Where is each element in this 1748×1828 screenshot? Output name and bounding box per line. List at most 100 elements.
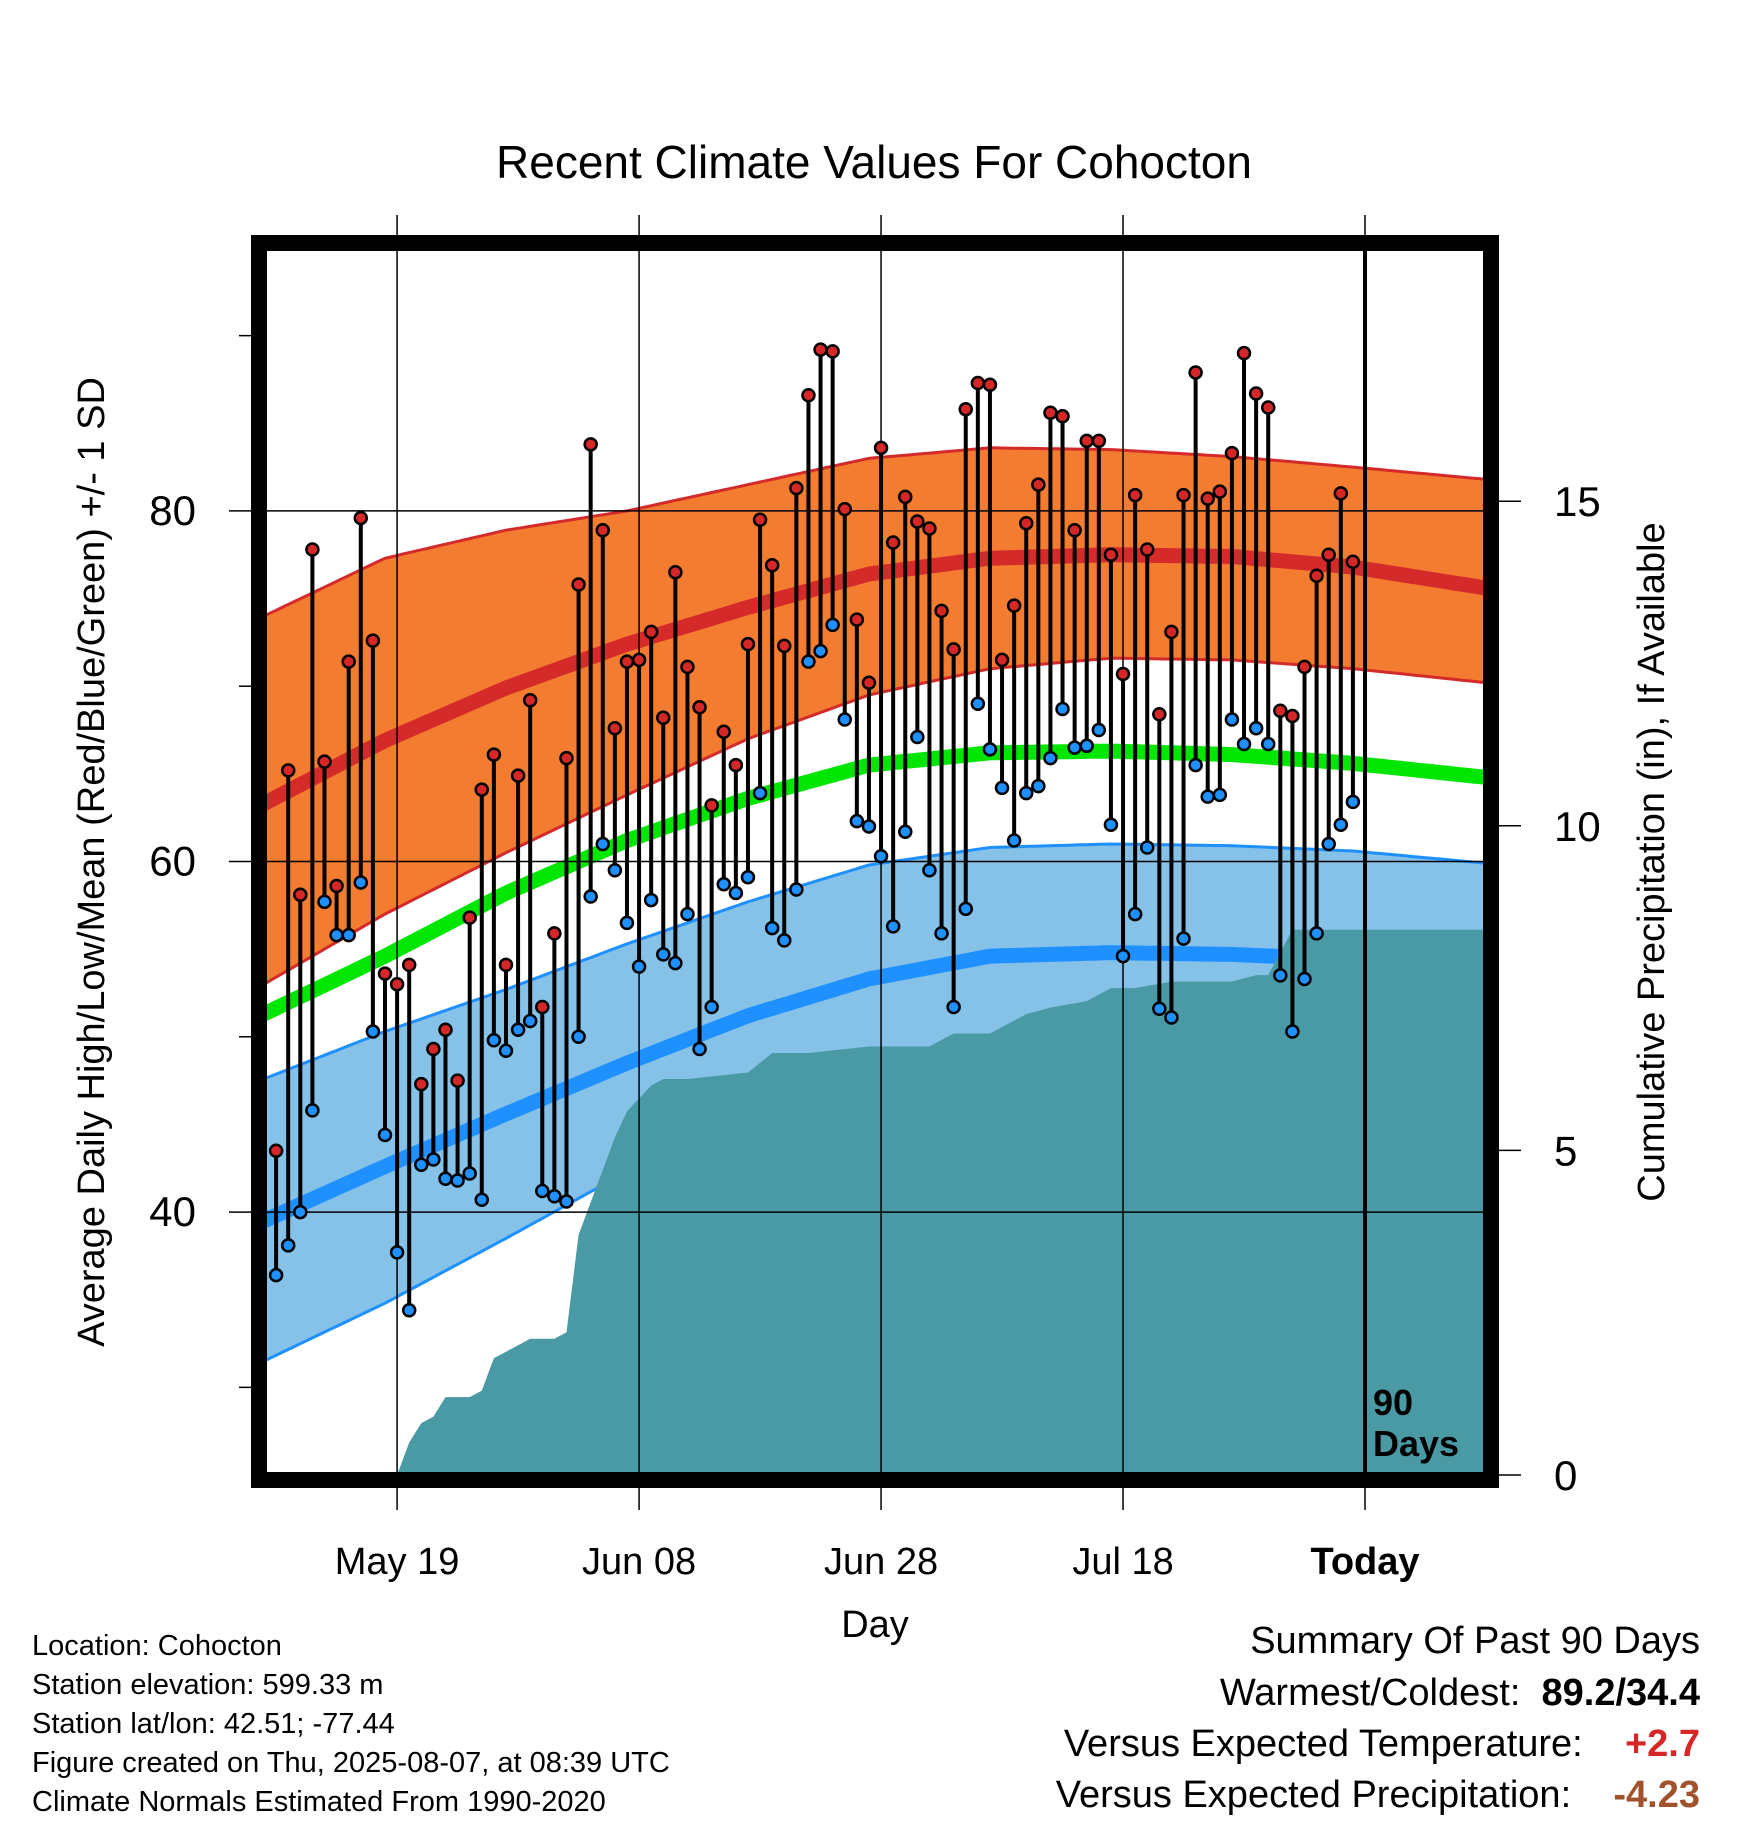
high-point xyxy=(389,976,405,992)
low-point xyxy=(716,877,732,892)
high-point xyxy=(958,402,973,417)
low-point xyxy=(680,906,695,922)
high-point xyxy=(1297,659,1312,675)
high-point xyxy=(861,675,877,690)
high-point xyxy=(656,710,671,726)
low-point xyxy=(740,870,756,885)
plot-frame xyxy=(251,235,1499,1488)
low-point xyxy=(1345,794,1361,810)
high-point xyxy=(764,558,780,573)
high-point xyxy=(438,1022,453,1038)
low-point xyxy=(510,1022,526,1038)
elevation-text: Station elevation: 599.33 m xyxy=(32,1669,384,1701)
high-point xyxy=(1018,515,1034,531)
low-point xyxy=(305,1103,320,1118)
high-point xyxy=(474,782,490,797)
temperature-departure-row: Versus Expected Temperature: +2.7 xyxy=(1064,1723,1700,1766)
warmest-coldest-label: Warmest/Coldest: xyxy=(1219,1672,1521,1714)
low-point xyxy=(1297,971,1312,987)
normals-period-text: Climate Normals Estimated From 1990-2020 xyxy=(32,1786,606,1818)
high-point xyxy=(1091,433,1107,449)
low-point xyxy=(414,1157,429,1172)
high-point xyxy=(329,878,344,894)
low-point xyxy=(1115,948,1131,964)
low-point xyxy=(438,1171,453,1187)
low-point xyxy=(764,920,780,936)
high-point xyxy=(1224,445,1240,461)
low-point xyxy=(619,915,635,931)
temperature-departure-label: Versus Expected Temperature: xyxy=(1063,1723,1583,1765)
high-point xyxy=(716,724,732,740)
low-point xyxy=(1260,736,1276,752)
low-point xyxy=(1333,817,1349,832)
low-point xyxy=(1200,789,1215,804)
high-point xyxy=(486,747,502,762)
low-point xyxy=(1309,926,1324,941)
high-point xyxy=(934,603,949,619)
y-tick-label-60: 60 xyxy=(149,838,196,885)
y2-tick-label-15: 15 xyxy=(1554,478,1601,525)
low-point xyxy=(353,875,369,890)
low-point xyxy=(970,696,986,711)
high-point xyxy=(293,887,308,903)
high-point xyxy=(1345,554,1361,570)
low-point xyxy=(498,1043,514,1059)
low-point xyxy=(643,892,659,908)
low-point xyxy=(837,712,853,727)
summary-heading: Summary Of Past 90 Days xyxy=(1250,1620,1700,1662)
temperature-departure-value: +2.7 xyxy=(1624,1723,1700,1765)
high-point xyxy=(547,926,562,941)
low-point xyxy=(595,836,611,852)
marker-label-line2: Days xyxy=(1373,1423,1459,1464)
low-sd-band xyxy=(264,844,1486,1362)
high-point xyxy=(1273,703,1288,719)
low-point xyxy=(801,654,816,669)
high-point xyxy=(704,798,719,813)
high-point xyxy=(607,721,623,736)
low-point xyxy=(1018,785,1034,801)
high-point xyxy=(365,633,381,648)
low-point xyxy=(486,1033,502,1048)
y-tick-label-40: 40 xyxy=(149,1188,196,1235)
high-point xyxy=(825,344,840,359)
low-point xyxy=(1212,787,1228,803)
high-point xyxy=(1260,400,1276,415)
low-point xyxy=(1273,968,1288,983)
high-point xyxy=(414,1076,429,1092)
high-point xyxy=(401,957,417,973)
high-point xyxy=(1333,486,1349,501)
low-point xyxy=(668,955,683,971)
high-point xyxy=(1127,487,1143,503)
low-point xyxy=(1248,721,1264,736)
low-point xyxy=(994,780,1010,796)
high-point xyxy=(462,910,477,925)
y-axis-title: Average Daily High/Low/Mean (Red/Blue/Gr… xyxy=(71,377,113,1347)
high-point xyxy=(643,624,659,640)
low-point xyxy=(377,1127,393,1143)
high-point xyxy=(982,377,998,392)
high-point xyxy=(1115,666,1131,682)
high-point xyxy=(1103,547,1119,562)
high-point xyxy=(1031,477,1046,492)
low-point xyxy=(1236,736,1252,752)
low-point xyxy=(922,863,937,878)
low-point xyxy=(813,643,828,659)
low-point xyxy=(1055,701,1070,717)
high-point xyxy=(450,1073,465,1088)
low-point xyxy=(293,1204,308,1220)
y2-tick-label-5: 5 xyxy=(1554,1127,1577,1174)
high-sd-lower-edge xyxy=(264,656,1486,986)
high-point xyxy=(801,387,816,403)
low-point xyxy=(1067,740,1082,755)
low-point xyxy=(329,927,344,943)
high-point xyxy=(897,489,913,505)
low-point xyxy=(958,901,973,917)
high-point xyxy=(377,966,393,981)
high-point xyxy=(1164,624,1179,640)
high-point xyxy=(1200,491,1215,506)
low-point xyxy=(861,819,877,834)
high-point xyxy=(837,501,853,517)
low-point xyxy=(450,1173,465,1188)
low-point xyxy=(317,894,332,910)
high-point xyxy=(631,652,647,668)
